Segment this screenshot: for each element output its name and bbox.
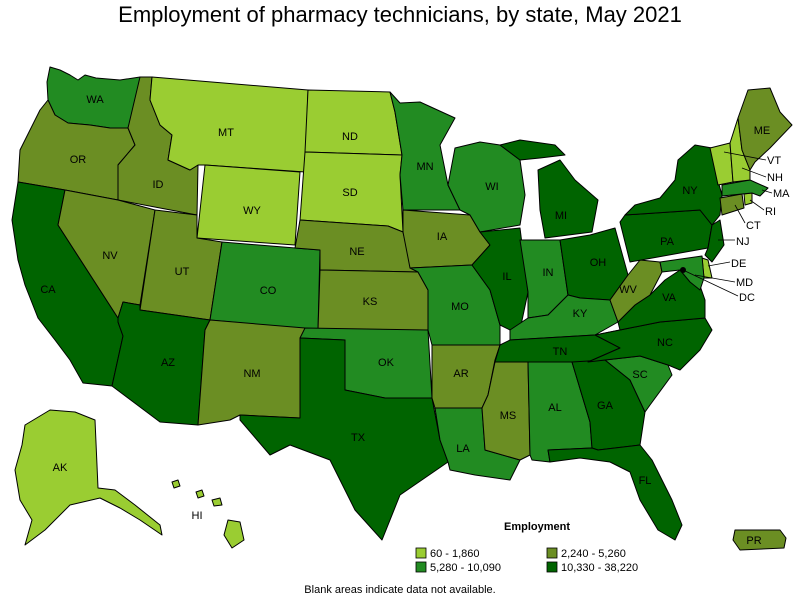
callout-nj: NJ — [736, 236, 749, 248]
state-ri[interactable] — [743, 192, 753, 206]
labels-layer: WA OR CA ID NV MT WY UT AZ CO NM ND SD N… — [40, 94, 770, 547]
legend-title: Employment — [504, 521, 570, 533]
leader-dc — [682, 269, 739, 297]
label-al: AL — [548, 402, 561, 414]
label-id: ID — [153, 179, 164, 191]
label-nd: ND — [342, 131, 358, 143]
leader-ct — [734, 204, 746, 224]
label-ia: IA — [437, 231, 448, 243]
state-tx[interactable] — [239, 337, 449, 541]
callouts-layer: VT NH MA RI CT NJ DE MD DC — [680, 151, 790, 304]
state-nd[interactable] — [304, 89, 403, 156]
dc-marker[interactable] — [680, 267, 686, 273]
leader-nh — [741, 167, 767, 178]
state-wi[interactable] — [447, 141, 526, 233]
label-wv: WV — [619, 284, 637, 296]
state-wy[interactable] — [196, 164, 301, 246]
callout-md: MD — [736, 277, 753, 289]
state-fl[interactable] — [547, 444, 683, 541]
state-hi[interactable] — [171, 479, 245, 549]
callout-nh: NH — [767, 172, 783, 184]
label-il: IL — [502, 271, 511, 283]
label-pa: PA — [660, 236, 675, 248]
leader-md — [694, 274, 736, 283]
label-ar: AR — [453, 368, 468, 380]
leader-ri — [749, 199, 765, 211]
label-ms: MS — [500, 410, 517, 422]
legend: Employment 60 - 1,860 2,240 - 5,260 5,28… — [415, 521, 638, 574]
legend-label-c2: 2,240 - 5,260 — [561, 548, 626, 560]
legend-swatch-c3 — [415, 561, 427, 573]
callout-ri: RI — [765, 206, 776, 218]
label-la: LA — [456, 443, 470, 455]
callout-ct: CT — [746, 220, 761, 232]
label-wy: WY — [243, 205, 261, 217]
label-ny: NY — [682, 185, 698, 197]
label-ok: OK — [378, 357, 395, 369]
state-md[interactable] — [659, 255, 705, 291]
legend-label-c1: 60 - 1,860 — [430, 548, 480, 560]
label-tn: TN — [553, 346, 568, 358]
label-mt: MT — [218, 127, 234, 139]
label-or: OR — [70, 154, 87, 166]
label-nv: NV — [102, 250, 118, 262]
legend-label-c3: 5,280 - 10,090 — [430, 562, 501, 574]
legend-label-c4: 10,330 - 38,220 — [561, 562, 638, 574]
state-mi[interactable] — [499, 139, 599, 239]
leader-vt — [723, 151, 767, 161]
label-hi: HI — [192, 510, 203, 522]
state-ct[interactable] — [719, 193, 745, 216]
leader-de — [707, 261, 731, 267]
footnote: Blank areas indicate data not available. — [304, 584, 496, 596]
label-in: IN — [543, 267, 554, 279]
label-ga: GA — [597, 400, 614, 412]
label-oh: OH — [590, 257, 607, 269]
label-mn: MN — [416, 161, 433, 173]
label-fl: FL — [639, 475, 652, 487]
state-mt[interactable] — [149, 76, 309, 173]
label-mi: MI — [555, 210, 567, 222]
state-nj[interactable] — [704, 219, 725, 263]
label-ut: UT — [175, 266, 190, 278]
label-nc: NC — [657, 337, 673, 349]
label-sc: SC — [632, 369, 647, 381]
map-title: Employment of pharmacy technicians, by s… — [118, 2, 682, 27]
label-nm: NM — [243, 368, 260, 380]
state-ak[interactable] — [14, 409, 163, 546]
label-co: CO — [260, 285, 277, 297]
label-ne: NE — [349, 246, 364, 258]
label-ca: CA — [40, 284, 56, 296]
callout-ma: MA — [773, 188, 790, 200]
callout-de: DE — [731, 258, 746, 270]
label-me: ME — [754, 125, 771, 137]
label-wa: WA — [86, 94, 104, 106]
legend-swatch-c1 — [415, 547, 427, 559]
label-ak: AK — [53, 462, 68, 474]
legend-swatch-c2 — [546, 547, 558, 559]
label-mo: MO — [451, 301, 469, 313]
legend-swatch-c4 — [546, 561, 558, 573]
state-pr[interactable] — [732, 529, 787, 551]
label-ks: KS — [363, 296, 378, 308]
label-ky: KY — [573, 308, 588, 320]
state-me[interactable] — [737, 87, 793, 171]
label-pr: PR — [746, 535, 761, 547]
states-layer — [11, 66, 793, 551]
callout-vt: VT — [767, 155, 781, 167]
label-tx: TX — [351, 432, 366, 444]
leader-ma — [761, 189, 773, 194]
label-sd: SD — [342, 187, 357, 199]
label-az: AZ — [161, 357, 175, 369]
label-va: VA — [662, 292, 677, 304]
label-wi: WI — [485, 181, 498, 193]
callout-dc: DC — [739, 292, 755, 304]
